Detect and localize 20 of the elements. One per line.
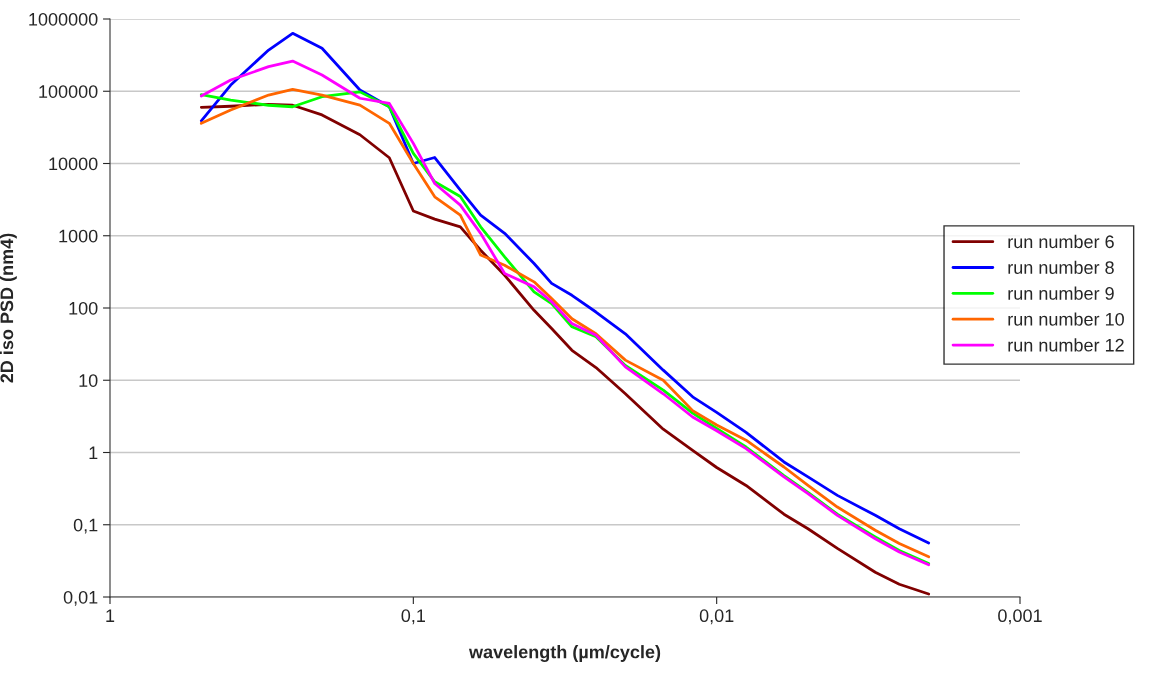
y-axis-title: 2D iso PSD (nm4) bbox=[0, 233, 17, 383]
legend-label: run number 10 bbox=[1008, 312, 1124, 326]
y-tick-label: 10 bbox=[79, 374, 98, 387]
x-tick-label: 0,01 bbox=[699, 609, 734, 625]
x-tick-label: 0,1 bbox=[401, 609, 425, 625]
legend-label: run number 12 bbox=[1008, 338, 1124, 352]
y-tick-label: 1 bbox=[89, 446, 98, 460]
y-tick-label: 100 bbox=[69, 301, 98, 315]
x-axis-title: wavelength (µm/cycle) bbox=[468, 645, 661, 662]
x-tick-label: 1 bbox=[106, 609, 115, 622]
y-tick-label: 1000 bbox=[59, 229, 98, 243]
y-tick-label: 100000 bbox=[39, 85, 98, 98]
legend-label: run number 6 bbox=[1008, 234, 1114, 249]
y-tick-label: 10000 bbox=[49, 157, 98, 171]
y-tick-label: 0,1 bbox=[73, 518, 98, 534]
y-tick-label: 1000000 bbox=[29, 12, 98, 26]
legend-label: run number 9 bbox=[1008, 286, 1114, 300]
legend-label: run number 8 bbox=[1008, 260, 1114, 274]
x-tick-label: 0,001 bbox=[998, 609, 1042, 625]
y-tick-label: 0,01 bbox=[63, 590, 98, 606]
